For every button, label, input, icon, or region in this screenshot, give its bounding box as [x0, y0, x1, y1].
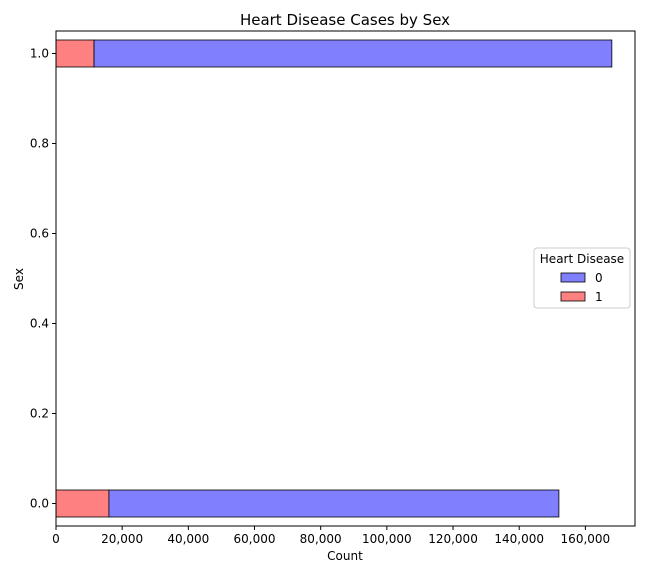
legend-title: Heart Disease — [540, 252, 624, 266]
bar-sex-0-series-0 — [108, 489, 560, 518]
y-tick-label: 0.8 — [30, 137, 49, 151]
legend-swatch-0 — [560, 272, 586, 283]
x-tick-label: 60,000 — [234, 532, 276, 546]
x-tick-label: 120,000 — [428, 532, 478, 546]
x-axis-ticks: 0 20,000 40,000 60,000 80,000 100,000 120,000 1… — [52, 526, 610, 546]
y-tick-label: 0.4 — [30, 317, 49, 331]
legend-label-1: 1 — [595, 290, 603, 304]
y-tick-label: 0.6 — [30, 227, 49, 241]
y-tick-label: 0.0 — [30, 497, 49, 511]
y-axis-label: Sex — [12, 268, 26, 290]
x-tick-label: 160,000 — [561, 532, 611, 546]
plot-frame — [55, 30, 636, 527]
y-tick-label: 1.0 — [30, 47, 49, 61]
bar-sex-1-series-1 — [55, 39, 95, 68]
x-tick-label: 100,000 — [362, 532, 412, 546]
x-tick-label: 80,000 — [300, 532, 342, 546]
legend-swatch-1 — [560, 291, 586, 302]
x-tick-label: 0 — [52, 532, 60, 546]
bars — [55, 39, 613, 518]
x-tick-label: 40,000 — [167, 532, 209, 546]
chart-title: Heart Disease Cases by Sex — [240, 11, 450, 29]
x-tick-label: 140,000 — [494, 532, 544, 546]
y-tick-label: 0.2 — [30, 407, 49, 421]
x-axis-label: Count — [327, 549, 363, 563]
x-tick-label: 20,000 — [101, 532, 143, 546]
legend: Heart Disease 0 1 — [533, 247, 631, 309]
y-axis-ticks: 0.0 0.2 0.4 0.6 0.8 1.0 — [30, 47, 56, 511]
bar-sex-0-series-1 — [55, 489, 110, 518]
bar-sex-1-series-0 — [93, 39, 613, 68]
legend-label-0: 0 — [595, 271, 603, 285]
